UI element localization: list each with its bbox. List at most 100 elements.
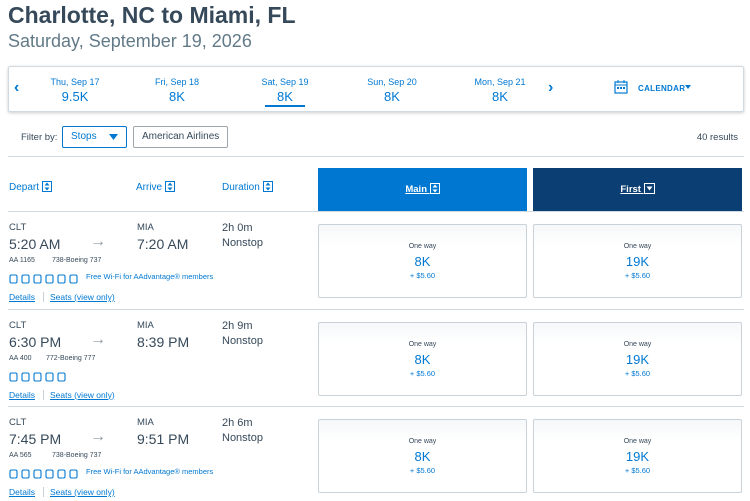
date-option-price[interactable]: 8K bbox=[277, 89, 293, 104]
aircraft: 772-Boeing 777 bbox=[46, 354, 96, 362]
depart-time: 5:20 AM bbox=[9, 236, 61, 252]
flight-number: AA 565 bbox=[9, 452, 32, 459]
details-link[interactable]: Details bbox=[9, 389, 35, 400]
aircraft: 738-Boeing 737 bbox=[52, 257, 102, 264]
stops-label: Stops bbox=[71, 131, 97, 142]
fare-box[interactable]: One way 8K + $5.60 bbox=[318, 419, 527, 493]
fare-type: One way bbox=[623, 340, 652, 348]
sort-icon bbox=[164, 181, 175, 193]
date-option-price[interactable]: 8K bbox=[169, 89, 185, 104]
fare-box[interactable]: One way 19K + $5.60 bbox=[533, 224, 742, 298]
details-link[interactable]: Details bbox=[9, 292, 35, 302]
duration-header: Duration bbox=[222, 182, 260, 193]
sort-icon bbox=[429, 183, 440, 195]
divider bbox=[8, 211, 744, 212]
fare-box[interactable]: One way 19K + $5.60 bbox=[533, 321, 742, 396]
selected-date-underline bbox=[265, 105, 305, 107]
flight-number: AA 400 bbox=[9, 354, 32, 362]
main-label: Main bbox=[405, 184, 427, 195]
depart-sort[interactable]: Depart bbox=[9, 181, 52, 193]
travel-date: Saturday, September 19, 2026 bbox=[8, 31, 252, 51]
sort-icon bbox=[262, 181, 273, 193]
sort-icon bbox=[643, 183, 655, 195]
route-arrow: → bbox=[90, 428, 106, 445]
date-strip bbox=[8, 66, 744, 112]
dropdown-caret bbox=[109, 134, 118, 140]
fare-tax: + $5.60 bbox=[409, 466, 436, 475]
calendar-caret bbox=[685, 85, 691, 89]
calendar-icon[interactable] bbox=[614, 80, 628, 94]
seats-link[interactable]: Seats (view only) bbox=[50, 389, 115, 400]
date-option-price[interactable]: 8K bbox=[384, 89, 400, 104]
dest-code: MIA bbox=[137, 319, 154, 331]
wifi-note: Free Wi-Fi for AAdvantage® members bbox=[86, 467, 214, 476]
duration: 2h 9m bbox=[222, 319, 253, 332]
duration: 2h 6m bbox=[222, 417, 253, 429]
main-cabin-header[interactable]: Main bbox=[318, 168, 527, 211]
fare-tax: + $5.60 bbox=[409, 368, 436, 378]
stops: Nonstop bbox=[222, 237, 263, 249]
stops: Nonstop bbox=[222, 432, 263, 444]
route-arrow: → bbox=[90, 330, 106, 348]
details-link[interactable]: Details bbox=[9, 487, 35, 497]
origin-code: CLT bbox=[9, 222, 27, 233]
fare-tax: + $5.60 bbox=[624, 466, 651, 475]
date-option-day[interactable]: Fri, Sep 18 bbox=[154, 77, 200, 87]
amenity-icons bbox=[9, 466, 81, 484]
amenity-icons bbox=[9, 369, 69, 387]
date-option-price[interactable]: 9.5K bbox=[61, 89, 89, 104]
first-cabin-header[interactable]: First bbox=[533, 168, 742, 211]
aircraft: 738-Boeing 737 bbox=[52, 452, 102, 459]
fare-price: 8K bbox=[414, 254, 431, 269]
calendar-button[interactable]: CALENDAR bbox=[638, 84, 686, 93]
depart-header: Depart bbox=[9, 182, 40, 193]
row-divider bbox=[8, 406, 744, 407]
fare-type: One way bbox=[408, 243, 437, 250]
sort-icon bbox=[41, 181, 52, 193]
fare-tax: + $5.60 bbox=[624, 368, 651, 378]
results-count: 40 results bbox=[696, 132, 738, 143]
prev-arrow[interactable]: ‹ bbox=[14, 79, 20, 96]
first-label: First bbox=[620, 184, 641, 195]
arrive-sort[interactable]: Arrive bbox=[136, 181, 175, 193]
route-arrow: → bbox=[90, 233, 106, 250]
fare-type: One way bbox=[408, 340, 437, 348]
dest-code: MIA bbox=[137, 417, 154, 428]
seats-link[interactable]: Seats (view only) bbox=[50, 292, 115, 302]
filter-label: Filter by: bbox=[21, 132, 58, 143]
arrive-time: 7:20 AM bbox=[137, 236, 189, 252]
fare-type: One way bbox=[623, 243, 652, 250]
depart-time: 6:30 PM bbox=[9, 333, 62, 350]
link-separator bbox=[43, 389, 44, 400]
origin-code: CLT bbox=[9, 417, 27, 428]
date-option-day[interactable]: Sat, Sep 19 bbox=[261, 77, 309, 87]
date-option-day[interactable]: Sun, Sep 20 bbox=[367, 77, 417, 87]
seats-link[interactable]: Seats (view only) bbox=[50, 487, 115, 497]
fare-box[interactable]: One way 19K + $5.60 bbox=[533, 419, 742, 493]
dest-code: MIA bbox=[137, 222, 154, 233]
duration-sort[interactable]: Duration bbox=[222, 181, 273, 193]
arrive-header: Arrive bbox=[136, 182, 163, 193]
airline-filter[interactable]: American Airlines bbox=[133, 126, 229, 148]
next-arrow[interactable]: › bbox=[548, 79, 554, 96]
depart-time: 7:45 PM bbox=[9, 431, 62, 447]
amenity-icons bbox=[9, 271, 81, 289]
fare-box[interactable]: One way 8K + $5.60 bbox=[318, 321, 527, 396]
fare-type: One way bbox=[408, 438, 437, 445]
date-option-day[interactable]: Mon, Sep 21 bbox=[474, 77, 526, 87]
fare-price: 8K bbox=[414, 449, 431, 464]
fare-price: 19K bbox=[625, 254, 650, 269]
date-option-day[interactable]: Thu, Sep 17 bbox=[50, 77, 100, 87]
route-title: Charlotte, NC to Miami, FL bbox=[8, 2, 296, 28]
fare-tax: + $5.60 bbox=[624, 271, 651, 280]
fare-tax: + $5.60 bbox=[409, 271, 436, 280]
fare-price: 19K bbox=[625, 449, 650, 464]
stops-filter[interactable]: Stops bbox=[62, 126, 127, 148]
arrive-time: 8:39 PM bbox=[137, 333, 190, 350]
stops: Nonstop bbox=[222, 334, 263, 347]
date-option-price[interactable]: 8K bbox=[492, 89, 508, 104]
flight-number: AA 1165 bbox=[9, 257, 35, 264]
fare-box[interactable]: One way 8K + $5.60 bbox=[318, 224, 527, 298]
fare-price: 8K bbox=[414, 351, 431, 367]
